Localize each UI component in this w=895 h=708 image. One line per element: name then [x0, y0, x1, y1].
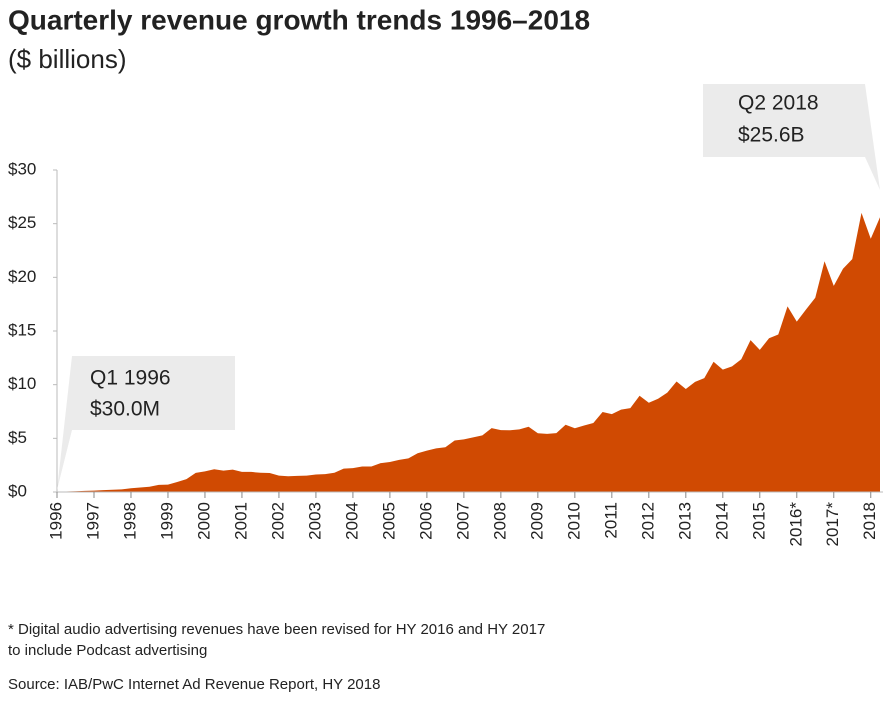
- annotation-box: [57, 356, 235, 490]
- x-tick-label: 2007: [453, 502, 472, 540]
- x-tick-label: 1997: [83, 502, 102, 540]
- y-tick-label: $15: [8, 320, 36, 339]
- annotation-box: [703, 84, 880, 190]
- annotation-text: $30.0M: [90, 398, 160, 421]
- x-tick-label: 1998: [120, 502, 139, 540]
- x-tick-label: 2006: [416, 502, 435, 540]
- x-tick-label: 2012: [638, 502, 657, 540]
- x-tick-label: 2002: [268, 502, 287, 540]
- x-tick-label: 2001: [231, 502, 250, 540]
- x-tick-label: 2009: [527, 502, 546, 540]
- x-tick-label: 2005: [379, 502, 398, 540]
- x-tick-label: 1999: [157, 502, 176, 540]
- x-tick-label: 2008: [490, 502, 509, 540]
- x-tick-label: 2000: [194, 502, 213, 540]
- y-tick-label: $20: [8, 267, 36, 286]
- annotations: Q1 1996 $30.0M Q2 2018 $25.6B: [57, 84, 880, 490]
- x-tick-label: 1996: [46, 502, 65, 540]
- x-tick-label: 2003: [305, 502, 324, 540]
- x-tick-label: 2011: [601, 502, 620, 539]
- x-tick-label: 2018: [860, 502, 879, 540]
- area: [57, 212, 880, 492]
- source: Source: IAB/PwC Internet Ad Revenue Repo…: [8, 676, 380, 693]
- chart-subtitle: ($ billions): [8, 44, 127, 74]
- annotation-text: $25.6B: [738, 124, 805, 147]
- footnote: * Digital audio advertising revenues hav…: [8, 621, 545, 638]
- x-tick-label: 2015: [749, 502, 768, 540]
- x-tick-label: 2014: [712, 502, 731, 540]
- annotation-text: Q2 2018: [738, 92, 819, 115]
- annotation-text: Q1 1996: [90, 367, 171, 390]
- footnote: to include Podcast advertising: [8, 642, 207, 659]
- y-tick-label: $25: [8, 213, 36, 232]
- x-tick-label: 2017*: [823, 502, 842, 547]
- chart-title: Quarterly revenue growth trends 1996–201…: [8, 4, 590, 35]
- x-tick-label: 2010: [564, 502, 583, 540]
- y-tick-label: $10: [8, 374, 36, 393]
- x-tick-label: 2013: [675, 502, 694, 540]
- x-tick-label: 2016*: [786, 502, 805, 547]
- y-tick-label: $30: [8, 159, 36, 178]
- y-tick-label: $0: [8, 481, 27, 500]
- y-tick-label: $5: [8, 428, 27, 447]
- x-tick-label: 2004: [342, 502, 361, 540]
